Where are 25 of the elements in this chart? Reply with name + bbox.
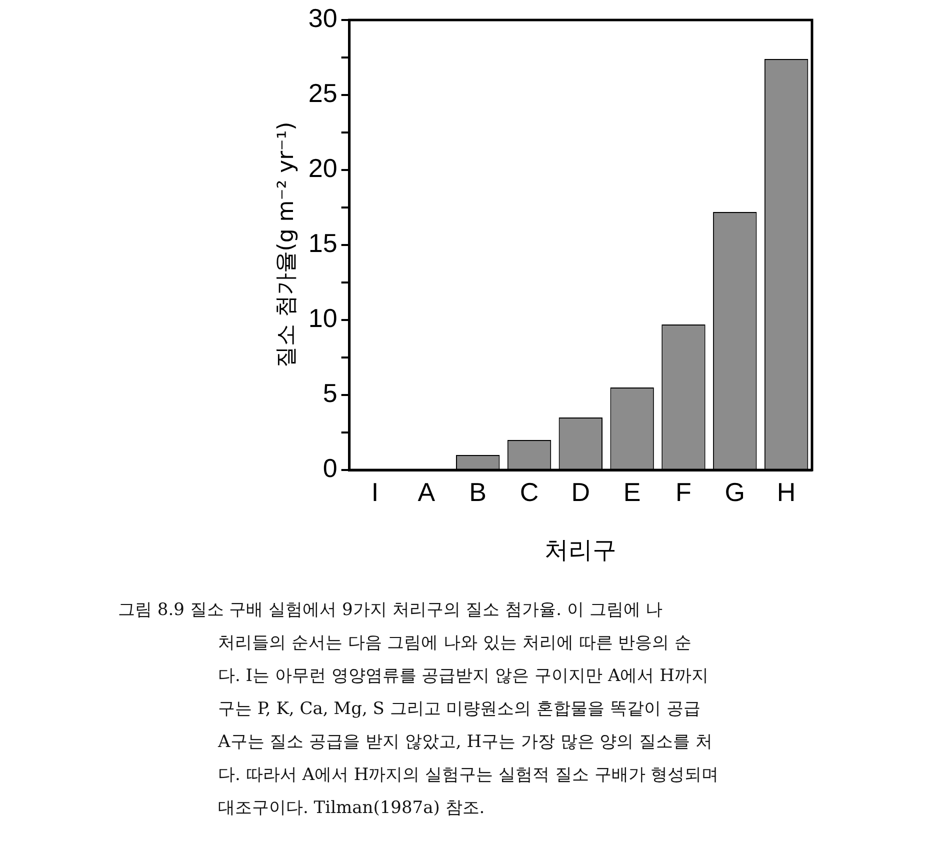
x-tick-label: B xyxy=(469,476,487,507)
y-tick-label: 30 xyxy=(308,3,338,34)
text: A구는 질소 공급을 받지 않았고, H구는 가장 많은 양의 질소를 처 xyxy=(216,731,714,754)
x-tick-label: E xyxy=(623,476,641,507)
text: 대조구이다. Tilman(1987a) 참조. xyxy=(217,797,486,820)
y-tick-label: 25 xyxy=(308,78,338,108)
x-tick-label: H xyxy=(776,476,796,507)
x-tick-label: C xyxy=(520,476,539,507)
y-tick-label: 15 xyxy=(308,228,338,258)
y-tick-label: 5 xyxy=(322,378,338,408)
x-tick-label: D xyxy=(571,476,590,507)
x-tick-label: A xyxy=(418,476,436,507)
y-tick-label: 0 xyxy=(322,453,338,484)
text: 처리들의 순서는 다음 그림에 나와 있는 처리에 따른 반응의 순 xyxy=(217,632,693,655)
y-tick-label: 20 xyxy=(308,153,338,184)
x-tick-label: G xyxy=(724,476,746,507)
text: 다. 따라서 A에서 H까지의 실험구는 실험적 질소 구배가 형성되며 xyxy=(217,764,720,787)
x-axis-title: 처리구 xyxy=(544,536,617,564)
x-tick-label: I xyxy=(371,476,379,507)
caption: 그림 8.9 질소 구배 실험에서 9가지 처리구의 질소 첨가율. 이 그림에 나 xyxy=(118,599,664,622)
text: 구는 P, K, Ca, Mg, S 그리고 미량원소의 혼합물을 똑같이 공급 xyxy=(217,698,702,721)
y-axis-title: 질소 첨가율(g m⁻² yr⁻¹) xyxy=(274,122,299,368)
y-tick-label: 10 xyxy=(308,303,338,334)
x-tick-label: F xyxy=(676,476,692,507)
text: 다. I는 아무런 영양염류를 공급받지 않은 구이지만 A에서 H까지 xyxy=(217,665,710,688)
